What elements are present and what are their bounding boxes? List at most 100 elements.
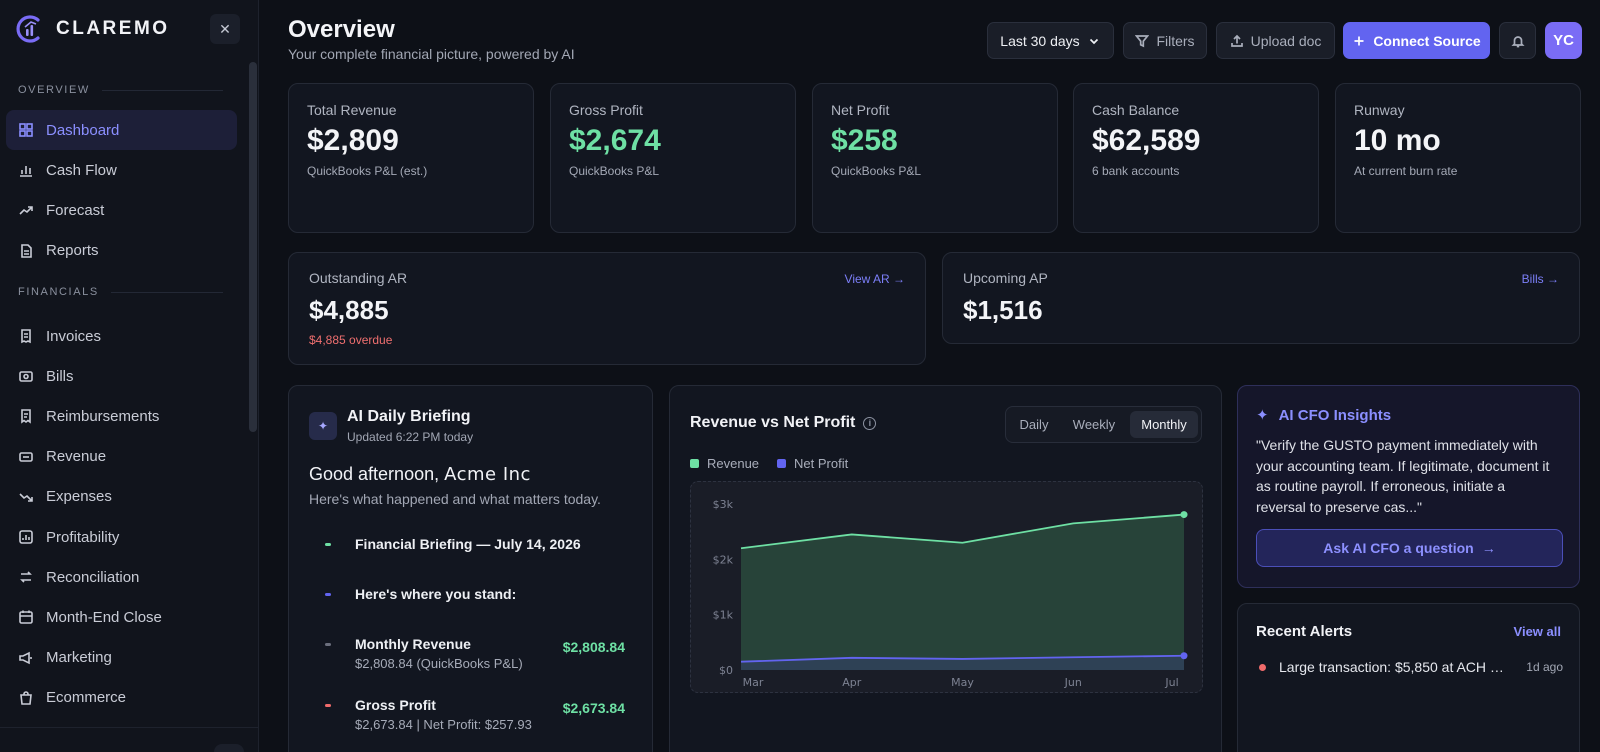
sidebar-scrollbar[interactable] [249, 62, 257, 432]
alert-item[interactable]: Large transaction: $5,850 at ACH Ele... … [1256, 659, 1563, 677]
sidebar-item-label: Profitability [46, 528, 120, 546]
tab-monthly[interactable]: Monthly [1130, 411, 1198, 438]
briefing-greeting-sub: Here's what happened and what matters to… [309, 491, 601, 507]
nav-section-divider [110, 291, 223, 293]
outstanding-ar-card: Outstanding AR $4,885 $4,885 overdue Vie… [288, 252, 926, 365]
receipt-icon [18, 408, 34, 424]
calendar-icon [18, 609, 34, 625]
sparkle-icon: ✦ [309, 412, 337, 440]
sidebar-item-label: Month-End Close [46, 608, 162, 626]
sidebar-item-bills[interactable]: Bills [6, 356, 237, 396]
sidebar-item-label: Forecast [46, 201, 105, 219]
profit-chart-icon [18, 529, 34, 545]
net-profit-area [741, 655, 1184, 670]
view-all-alerts-link[interactable]: View all [1513, 624, 1561, 639]
claremo-logo-icon [16, 15, 40, 43]
briefing-bullet-icon [325, 643, 331, 646]
ar-overdue: $4,885 overdue [309, 333, 393, 347]
sidebar-item-forecast[interactable]: Forecast [6, 190, 237, 230]
kpi-label: Cash Balance [1092, 102, 1180, 118]
briefing-bullet-icon [325, 543, 331, 546]
sidebar-item-reconciliation[interactable]: Reconciliation [6, 557, 237, 597]
sidebar-item-profitability[interactable]: Profitability [6, 517, 237, 557]
kpi-note: QuickBooks P&L [831, 164, 922, 178]
bag-icon [18, 690, 34, 706]
period-select[interactable]: Last 30 days [987, 22, 1114, 59]
kpi-value: $2,809 [307, 124, 399, 157]
company-name: Acme Inc [444, 464, 531, 485]
alerts-title: Recent Alerts [1256, 623, 1353, 640]
kpi-value: $2,674 [569, 124, 661, 157]
alert-time: 1d ago [1526, 660, 1563, 674]
alert-status-dot [1259, 664, 1266, 671]
upload-doc-button[interactable]: Upload doc [1216, 22, 1335, 59]
cfo-title-text: AI CFO Insights [1278, 406, 1392, 424]
notifications-button[interactable] [1499, 22, 1536, 59]
sidebar-item-label: Expenses [46, 488, 112, 506]
sidebar-item-reimbursements[interactable]: Reimbursements [6, 396, 237, 436]
ai-daily-briefing-card: ✦ AI Daily Briefing Updated 6:22 PM toda… [288, 385, 653, 752]
sidebar-item-month-end-close[interactable]: Month-End Close [6, 597, 237, 637]
tab-weekly[interactable]: Weekly [1072, 417, 1116, 432]
page-title: Overview [288, 16, 395, 43]
connect-label: Connect Source [1373, 32, 1481, 49]
briefing-greeting: Good afternoon, Acme Inc [309, 464, 531, 485]
y-tick-label: $1k [713, 609, 734, 622]
upcoming-ap-card: Upcoming AP $1,516 Bills → [942, 252, 1580, 344]
briefing-row-sub: $2,673.84 | Net Profit: $257.93 [355, 717, 532, 732]
sparkle-icon: ✦ [1256, 407, 1269, 424]
sidebar-item-reports[interactable]: Reports [6, 231, 237, 271]
legend-net-profit: Net Profit [777, 456, 848, 471]
briefing-row-title: Gross Profit [355, 697, 436, 713]
ap-label: Upcoming AP [963, 270, 1048, 286]
sidebar-item-dashboard[interactable]: Dashboard [6, 110, 237, 150]
ai-cfo-insights-card: ✦ AI CFO Insights "Verify the GUSTO paym… [1237, 385, 1580, 588]
sidebar-item-cash-flow[interactable]: Cash Flow [6, 150, 237, 190]
x-tick-label: May [951, 676, 974, 689]
sidebar-item-revenue[interactable]: Revenue [6, 437, 237, 477]
revenue-vs-net-profit-card: Revenue vs Net Profit i Daily Weekly Mon… [669, 385, 1222, 752]
chart-legend: Revenue Net Profit [690, 456, 848, 471]
chart-plot-area: $0 $1k $2k $3k Mar Apr May Jun Jul [690, 481, 1203, 693]
filter-icon [1135, 34, 1150, 47]
filters-label: Filters [1156, 32, 1195, 49]
bills-link[interactable]: Bills → [1521, 272, 1559, 286]
ask-ai-cfo-label: Ask AI CFO a question [1323, 540, 1474, 556]
chart-title: Revenue vs Net Profit i [690, 414, 877, 432]
briefing-bullet-icon [325, 704, 331, 707]
upload-icon [1230, 34, 1243, 47]
info-icon[interactable]: i [863, 416, 877, 430]
sidebar-item-expenses[interactable]: Expenses [6, 477, 237, 517]
user-avatar[interactable]: YC [1545, 22, 1582, 59]
sidebar-item-invoices[interactable]: Invoices [6, 316, 237, 356]
briefing-bullet-icon [325, 593, 331, 596]
upload-label: Upload doc [1250, 32, 1322, 49]
arrow-right-icon: → [1481, 540, 1496, 556]
sidebar-item-label: Marketing [46, 649, 112, 667]
connect-source-button[interactable]: Connect Source [1343, 22, 1490, 59]
collapse-sidebar-button[interactable]: ✕ [210, 14, 240, 44]
greeting-text: Good afternoon, [309, 464, 445, 484]
briefing-updated: Updated 6:22 PM today [347, 430, 474, 444]
kpi-note: At current burn rate [1354, 164, 1458, 178]
ask-ai-cfo-button[interactable]: Ask AI CFO a question → [1256, 529, 1563, 567]
briefing-row-amount: $2,673.84 [562, 700, 625, 716]
sidebar: CLAREMO ✕ OVERVIEW Dashboard Cash Flow Fore… [0, 0, 259, 752]
sidebar-item-label: Reports [46, 242, 99, 260]
sidebar-footer-button[interactable] [214, 744, 244, 752]
filters-button[interactable]: Filters [1123, 22, 1207, 59]
view-ar-link[interactable]: View AR → [844, 272, 905, 286]
page-subtitle: Your complete financial picture, powered… [288, 46, 575, 62]
sidebar-item-marketing[interactable]: Marketing [6, 638, 237, 678]
x-tick-label: Jun [1064, 676, 1082, 689]
nav-section-divider [101, 89, 223, 91]
briefing-row-amount: $2,808.84 [562, 639, 625, 655]
legend-revenue-label: Revenue [707, 456, 760, 471]
close-icon: ✕ [219, 20, 231, 37]
sidebar-item-label: Bills [46, 367, 74, 385]
grid-icon [18, 122, 34, 138]
tab-daily[interactable]: Daily [1019, 417, 1049, 432]
sidebar-item-ecommerce[interactable]: Ecommerce [6, 678, 237, 718]
brand[interactable]: CLAREMO [16, 14, 170, 44]
